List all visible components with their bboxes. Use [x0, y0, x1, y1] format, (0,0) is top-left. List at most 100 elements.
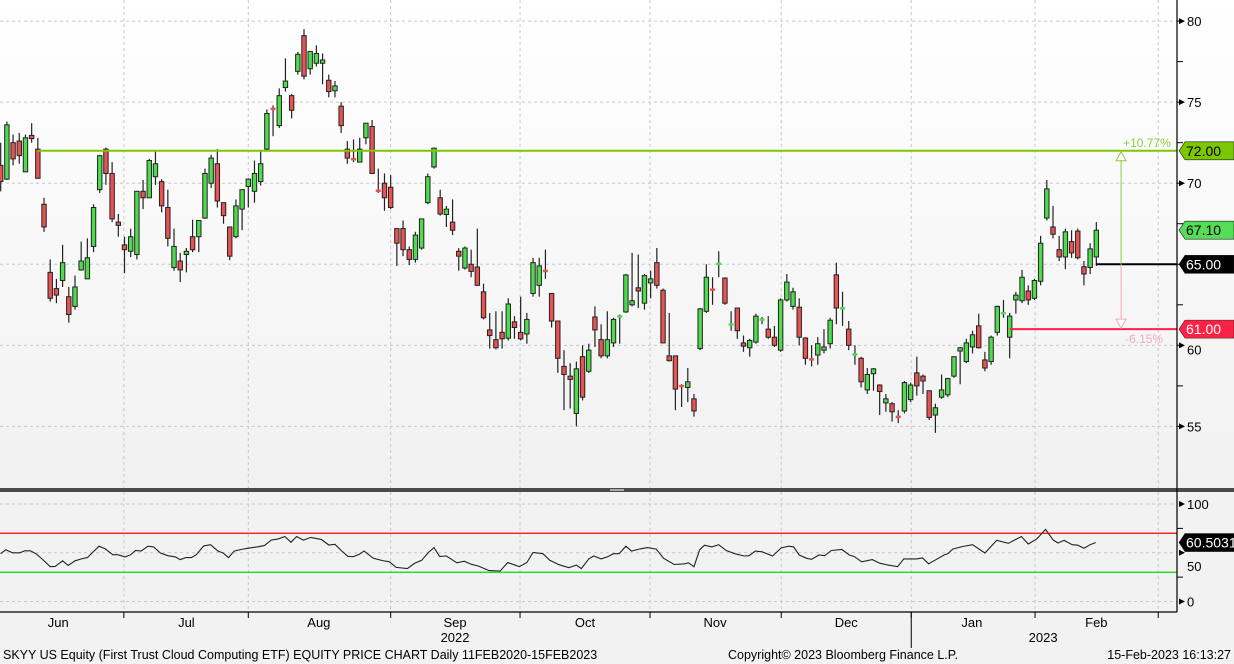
- candle: [66, 286, 72, 323]
- candle-body: [883, 398, 889, 404]
- candle-body: [567, 375, 573, 380]
- candle-body: [511, 321, 518, 328]
- tick-arrow-icon: [1179, 549, 1185, 556]
- candle: [394, 228, 400, 266]
- candle: [158, 179, 165, 213]
- candle-body: [332, 85, 338, 92]
- candle: [567, 363, 573, 409]
- time-axis: Jun Jul Aug Sep Oct Nov Dec Jan Feb 2022 2023: [48, 612, 1159, 648]
- candle: [827, 317, 833, 349]
- candle: [641, 273, 648, 310]
- candle: [177, 252, 183, 283]
- candle: [796, 298, 802, 346]
- candle: [412, 231, 419, 263]
- candle: [214, 149, 221, 208]
- candle-body: [759, 318, 765, 321]
- candle-body: [604, 339, 611, 357]
- candle-body: [777, 299, 784, 351]
- candle: [1093, 222, 1100, 266]
- candle: [443, 205, 450, 227]
- rsi-tick-label: 0: [1187, 595, 1194, 610]
- candle-body: [517, 331, 524, 340]
- candle-body: [914, 372, 920, 387]
- candle: [425, 173, 431, 205]
- candle: [319, 53, 326, 85]
- candle: [920, 374, 926, 394]
- candle: [716, 251, 722, 278]
- candle: [22, 134, 29, 173]
- candle: [1006, 312, 1013, 359]
- candle: [790, 287, 796, 310]
- candle-body: [969, 334, 976, 348]
- price-tags: 72.00 65.00 61.00 67.10 60.5031: [1178, 141, 1234, 552]
- candle-body: [901, 382, 908, 412]
- candle-body: [957, 347, 963, 352]
- candle: [517, 296, 524, 341]
- candle-body: [827, 319, 833, 345]
- candle-body: [394, 228, 400, 244]
- candle-body: [109, 172, 115, 220]
- candle: [487, 312, 493, 349]
- tick-arrow-icon: [1179, 598, 1185, 605]
- candle: [468, 249, 474, 278]
- candle: [777, 298, 784, 352]
- candle: [932, 403, 939, 433]
- candle-body: [641, 275, 648, 304]
- candle-body: [22, 137, 29, 173]
- level-price-tag-shape: [1178, 319, 1234, 339]
- splitter-grip-icon[interactable]: [610, 489, 624, 491]
- candle: [685, 368, 691, 403]
- candle-body: [214, 163, 221, 202]
- price-axis: 80 75 70 60 55 100 50 0: [1177, 14, 1209, 610]
- candlestick-series: [0, 29, 1100, 433]
- candle: [524, 312, 530, 344]
- candle-body: [666, 355, 672, 362]
- candle: [103, 147, 109, 185]
- candle: [511, 316, 518, 339]
- candle: [771, 325, 778, 347]
- candle: [239, 189, 245, 231]
- month-label: Jul: [178, 615, 195, 630]
- candle-body: [97, 155, 103, 191]
- candle-body: [233, 205, 239, 238]
- candle-body: [1062, 231, 1069, 258]
- candle-body: [573, 368, 580, 414]
- candle-body: [889, 403, 895, 413]
- candle-body: [809, 358, 815, 361]
- candle-body: [344, 148, 351, 159]
- candle: [864, 368, 870, 394]
- candle-body: [579, 356, 586, 398]
- candle: [963, 338, 970, 364]
- candle: [53, 278, 60, 304]
- candle-body: [251, 172, 258, 192]
- projection-up-label: +10.77%: [1123, 136, 1171, 150]
- candle: [561, 350, 567, 411]
- candle: [35, 137, 41, 179]
- candle-body: [357, 148, 363, 163]
- candle-body: [734, 307, 741, 332]
- level-price-tag-text: 72.00: [1186, 143, 1221, 159]
- candle: [530, 257, 536, 297]
- candle: [586, 343, 592, 373]
- candle-body: [220, 202, 227, 217]
- candle: [666, 312, 672, 362]
- candle: [1025, 285, 1031, 305]
- candle-body: [852, 353, 858, 356]
- candle: [307, 50, 313, 75]
- candle-body: [276, 95, 282, 127]
- candle: [264, 109, 270, 151]
- candle-body: [351, 157, 357, 161]
- candle: [846, 321, 852, 351]
- candle: [710, 277, 716, 305]
- candle-body: [270, 107, 276, 111]
- candle-body: [257, 163, 264, 183]
- candle-body: [158, 181, 165, 207]
- candle-body: [994, 305, 1000, 333]
- price-panel-background: [0, 0, 1234, 488]
- candle: [208, 154, 214, 189]
- candle-body: [1031, 279, 1038, 299]
- level-lines: [37, 149, 1177, 331]
- candle-body: [895, 415, 901, 419]
- candle: [815, 337, 821, 365]
